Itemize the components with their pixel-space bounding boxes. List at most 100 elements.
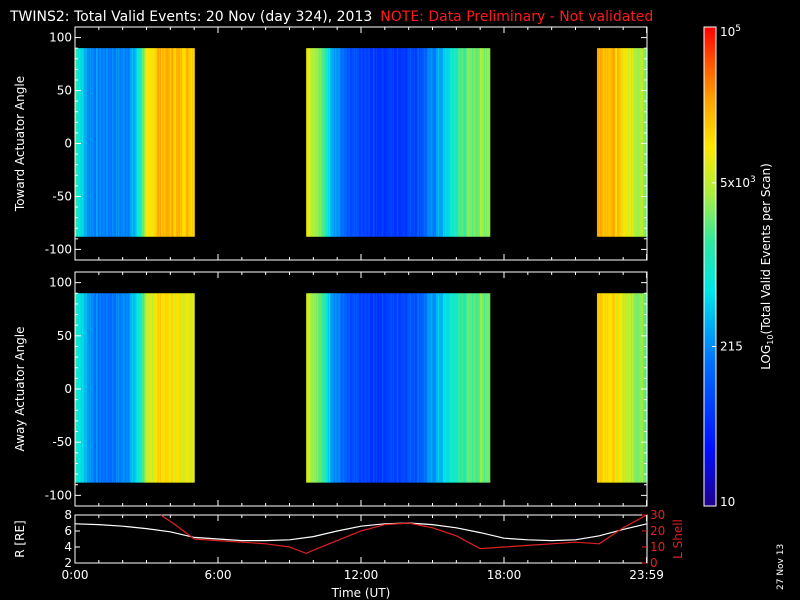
p1-column [91,48,93,237]
p1-column [132,48,134,237]
p2-column [139,293,142,483]
p2-column [337,293,340,483]
p1-column [439,48,441,237]
p1-column [138,48,141,237]
p2-column [400,293,403,483]
p2-column [418,293,420,483]
p1-column [322,48,324,237]
p1-column [486,48,489,237]
p1-column [386,48,389,237]
p2-column [115,293,118,483]
p1-column [160,48,163,237]
p1-column [143,48,146,237]
p1-column [111,48,113,237]
p2-column [422,293,425,483]
p1-column [379,48,382,237]
p1-column [612,48,614,237]
p2-column [344,293,346,483]
p2-column [633,293,636,483]
p1-column [99,48,102,237]
p1-column [441,48,444,237]
orbit-ylabel-left: R [RE] [13,520,27,557]
p2-column [481,293,483,483]
p2-column [371,293,373,483]
p1-column [475,48,477,237]
p2-column [338,293,341,483]
p1-column [156,48,159,237]
p2-column [424,293,427,483]
p1-column [98,48,101,237]
p2-column [474,293,476,483]
p2-column [380,293,383,483]
p1-column [427,48,430,237]
p2-column [394,293,396,483]
p1-column [121,48,124,237]
p1-column [470,48,473,237]
p1-column [369,48,371,237]
p1-column [164,48,167,237]
p2-column [307,293,309,483]
p1-column [318,48,321,237]
p1-column [158,48,161,237]
p1-column [596,48,599,237]
p2-column [597,293,600,483]
p1-column [331,48,334,237]
p2-column [429,293,432,483]
p2-column [632,293,635,483]
p2-column [451,293,454,483]
toward-ylabel: Toward Actuator Angle [13,76,27,212]
p1-column [182,48,185,237]
p2-column [375,293,378,483]
title-main: TWINS2: Total Valid Events: 20 Nov (day … [10,9,373,25]
away-ylabel: Away Actuator Angle [13,326,27,451]
p2-column [75,293,77,483]
p1-column [109,48,111,237]
p2-column [407,293,410,483]
date-stamp: 27 Nov 13 [776,544,786,590]
p2-column [97,293,100,483]
p1-column [610,48,612,237]
orbit-ytick-right-label: 30 [650,508,665,522]
p2-column [631,293,634,483]
p2-column [393,293,395,483]
p2-column [365,293,367,483]
p2-column [316,293,319,483]
p2-column [152,293,154,483]
p2-column [636,293,639,483]
p1-column [321,48,324,237]
p1-column [356,48,359,237]
p2-column [95,293,98,483]
p2-column [444,293,447,483]
p2-column [627,293,629,483]
p1-column [311,48,314,237]
p1-column [316,48,319,237]
p2-column [324,293,326,483]
p1-column [176,48,178,237]
p1-column [89,48,91,237]
p2-column [187,293,190,483]
p2-column [361,293,364,483]
orbit-ticks: 2 4 6 8 0 10 20 30 0:00 6:00 12:00 18:00 23:59 [62,508,666,582]
p1-column [188,48,190,237]
colorbar: 105 5x103 215 10 LOG10(Total Valid Events p… [703,24,775,509]
p1-column [444,48,447,237]
p2-column [315,293,318,483]
p1-column [140,48,143,237]
p2-column [448,293,451,483]
p1-column [456,48,458,237]
p2-column [464,293,467,483]
p2-column [599,293,602,483]
p2-column [176,293,178,483]
p1-column [357,48,360,237]
p1-column [632,48,635,237]
p1-column [624,48,626,237]
p2-column [484,293,487,483]
p1-column [367,48,369,237]
p2-column [158,293,161,483]
p2-column [135,293,137,483]
p1-column [484,48,487,237]
p1-column [319,48,322,237]
p1-column [166,48,169,237]
p1-column [115,48,118,237]
p2-column [348,293,350,483]
